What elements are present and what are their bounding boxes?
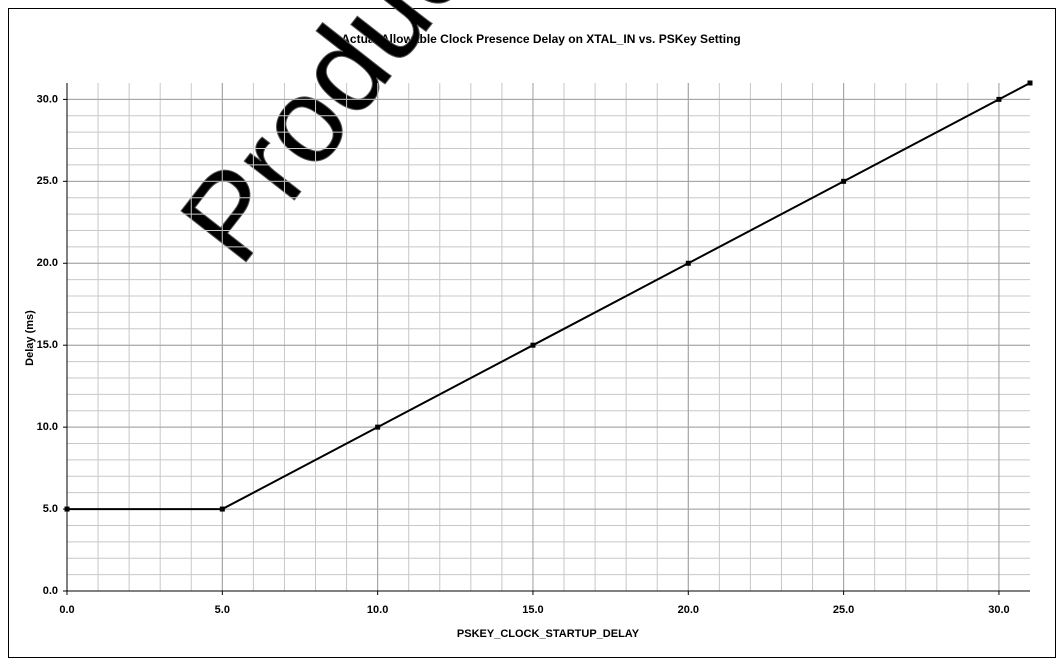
frame xyxy=(8,8,1056,658)
y-tick-label: 10.0 xyxy=(37,421,58,433)
y-tick-label: 25.0 xyxy=(37,175,58,187)
x-axis-label: PSKEY_CLOCK_STARTUP_DELAY xyxy=(457,628,640,640)
y-tick-label: 0.0 xyxy=(43,585,58,597)
y-axis-label: Delay (ms) xyxy=(24,310,36,366)
x-tick-label: 15.0 xyxy=(522,604,543,616)
line xyxy=(67,82,1031,511)
marker xyxy=(530,342,536,348)
marker xyxy=(841,178,847,184)
chart-title: Actual Allowable Clock Presence Delay on… xyxy=(341,32,740,46)
y-tick-label: 15.0 xyxy=(37,339,58,351)
marker xyxy=(685,260,691,266)
marker xyxy=(1027,80,1033,86)
y-tick-label: 20.0 xyxy=(37,257,58,269)
x-tick-label: 20.0 xyxy=(678,604,699,616)
marker xyxy=(64,506,70,512)
x-tick-label: 5.0 xyxy=(215,604,230,616)
x-tick-label: 25.0 xyxy=(833,604,854,616)
y-tick-label: 5.0 xyxy=(43,503,58,515)
x-tick-label: 0.0 xyxy=(59,604,74,616)
x-tick-label: 10.0 xyxy=(367,604,388,616)
y-tick-label: 30.0 xyxy=(37,93,58,105)
marker xyxy=(996,96,1002,102)
marker xyxy=(219,506,225,512)
marker xyxy=(375,424,381,430)
x-tick-label: 30.0 xyxy=(988,604,1009,616)
